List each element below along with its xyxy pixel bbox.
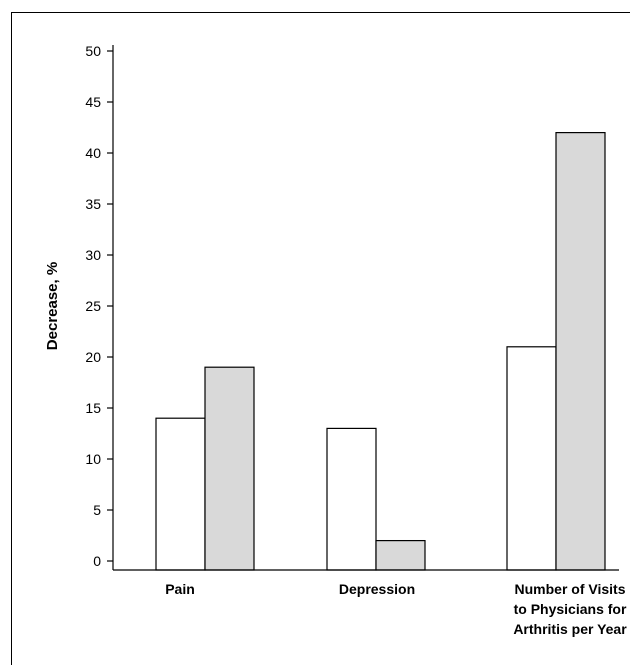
category-label: Number of Visits to Physicians for Arthrit… bbox=[513, 581, 627, 637]
y-tick-label: 20 bbox=[85, 349, 101, 365]
y-tick-label: 40 bbox=[85, 145, 101, 161]
x-axis: Pain Depression Number of Visits to Physici… bbox=[113, 569, 627, 637]
bar bbox=[555, 132, 606, 571]
y-tick-label: 15 bbox=[85, 400, 101, 416]
y-tick-label: 5 bbox=[93, 502, 101, 518]
y-tick-label: 45 bbox=[85, 94, 101, 110]
y-tick-label: 25 bbox=[85, 298, 101, 314]
category-label: Pain bbox=[165, 581, 195, 597]
y-tick-label: 10 bbox=[85, 451, 101, 467]
y-tick-label: 35 bbox=[85, 196, 101, 212]
bars bbox=[155, 132, 606, 571]
bar bbox=[375, 539, 426, 571]
y-tick-label: 50 bbox=[85, 43, 101, 59]
y-tick-label: 0 bbox=[93, 553, 101, 569]
y-axis-title: Decrease, % bbox=[44, 262, 61, 350]
bar bbox=[506, 346, 557, 571]
y-tick-label: 30 bbox=[85, 247, 101, 263]
y-axis: 0 5 10 15 20 25 30 35 40 45 50 bbox=[85, 43, 114, 570]
figure-frame bbox=[11, 12, 630, 665]
category-label: Depression bbox=[339, 581, 415, 597]
bar bbox=[204, 366, 255, 571]
bar bbox=[155, 417, 206, 571]
bar bbox=[326, 427, 377, 571]
